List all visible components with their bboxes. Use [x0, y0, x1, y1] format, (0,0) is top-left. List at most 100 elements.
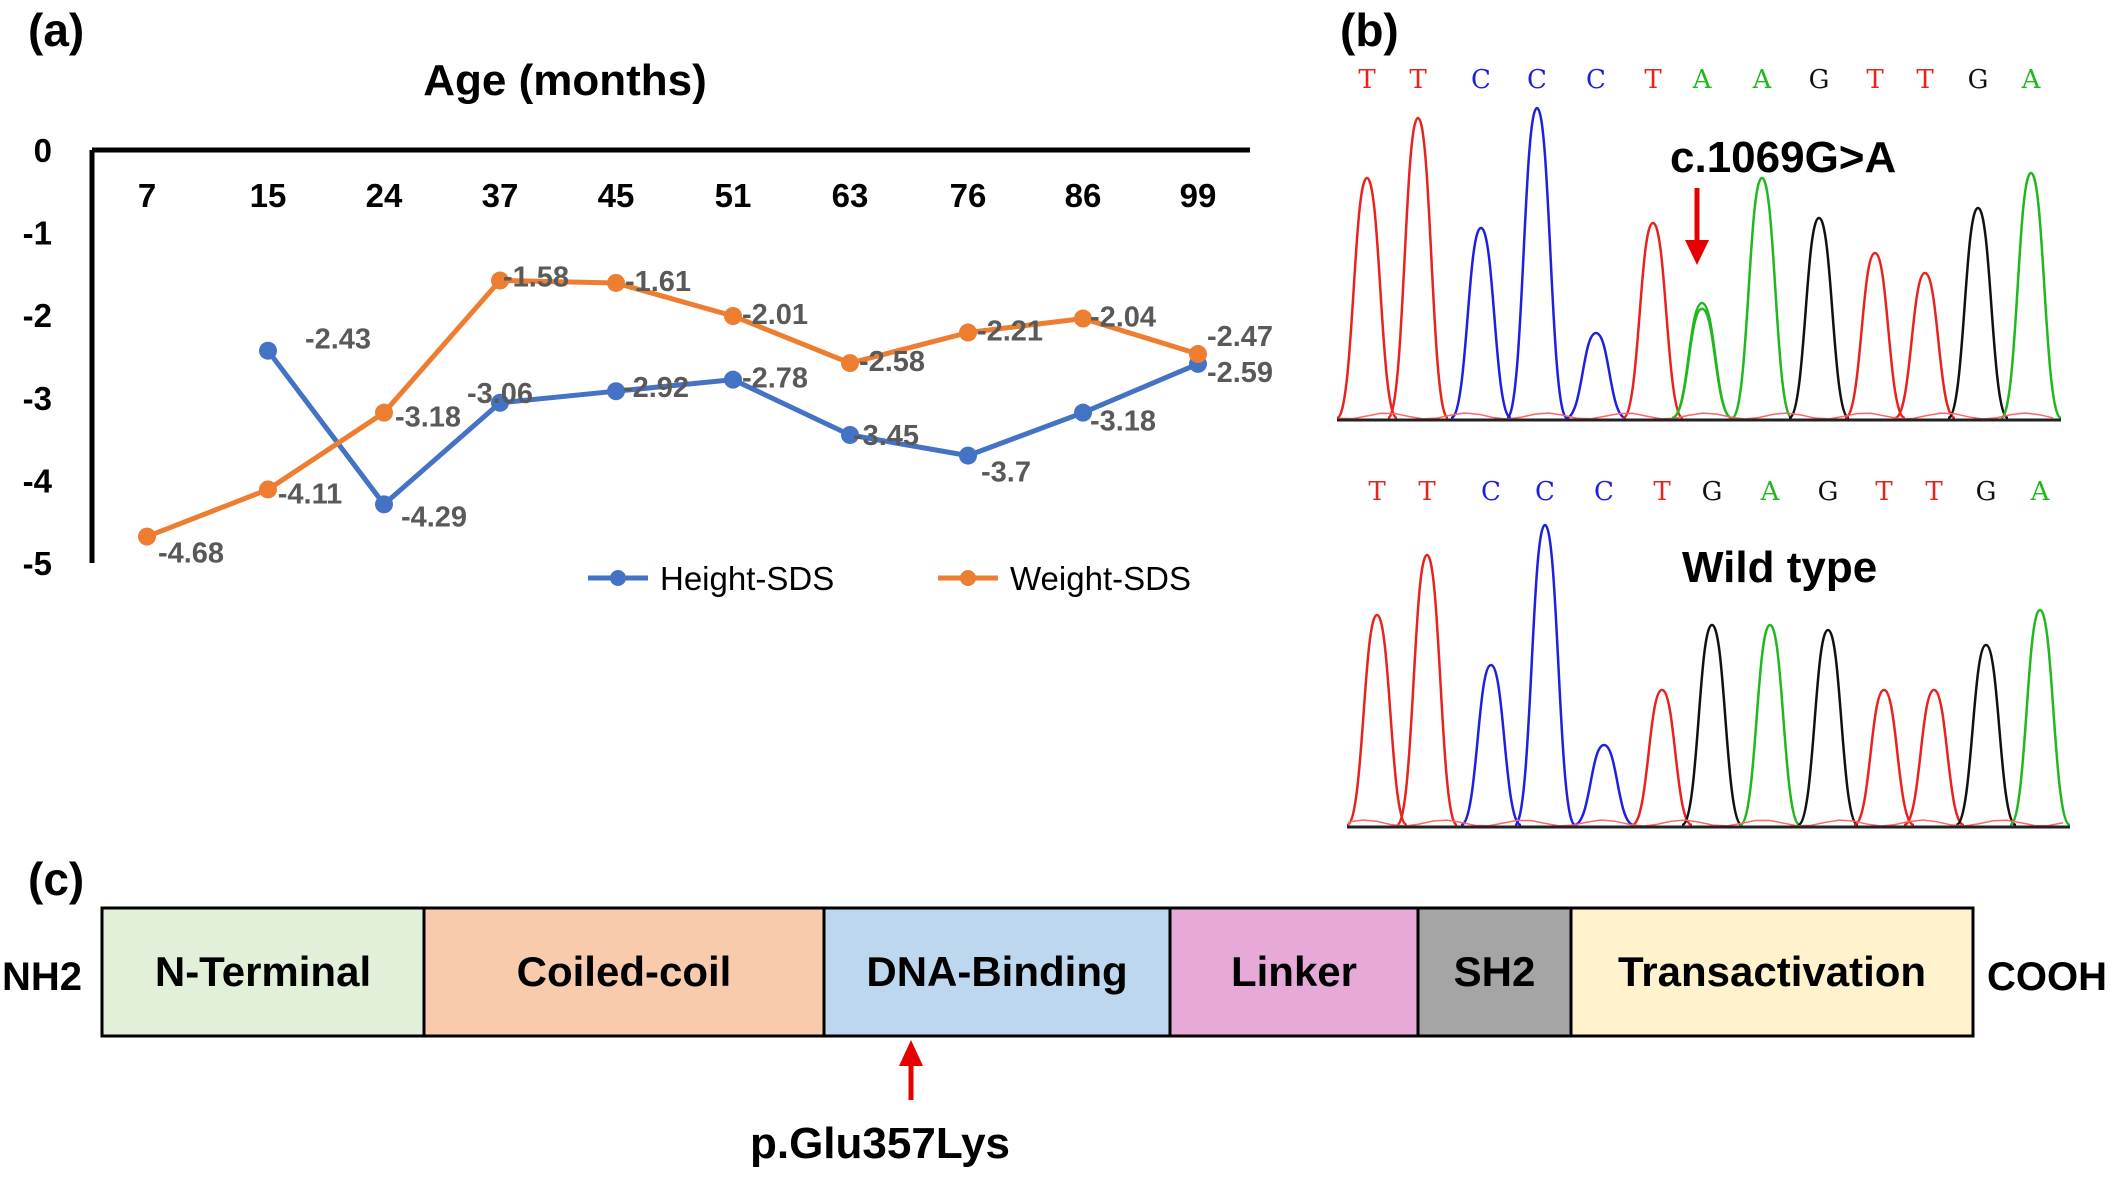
x-tick-label: 51	[715, 177, 752, 214]
base-call-letter: C	[1527, 65, 1547, 95]
trace-peak	[1999, 171, 2063, 420]
data-label: -3.06	[467, 378, 533, 410]
y-tick-label: -5	[23, 545, 52, 582]
data-label: -3.18	[1090, 406, 1156, 438]
base-call-letter: A	[1752, 65, 1773, 95]
data-point	[1189, 345, 1207, 364]
base-call-letter: T	[1358, 65, 1376, 95]
data-point	[491, 393, 509, 412]
data-label: -2.04	[1090, 302, 1156, 334]
domain-label: Transactivation	[1618, 948, 1926, 995]
domain-box	[422, 906, 826, 1038]
domain-label: Coiled-coil	[517, 948, 732, 995]
wild-type-annotation: Wild type	[1682, 543, 1877, 592]
trace-peak	[1386, 116, 1450, 420]
trace-peak	[1787, 216, 1851, 420]
base-call-letter: T	[1409, 65, 1427, 95]
data-label: -2.78	[742, 363, 808, 395]
data-point	[259, 341, 277, 360]
base-call-letter: C	[1586, 65, 1606, 95]
data-label: -4.11	[278, 478, 343, 510]
base-call-letter: G	[1809, 65, 1830, 95]
n-terminus-label: NH2	[2, 955, 82, 999]
y-tick-label: -3	[23, 380, 52, 417]
data-label: -4.29	[401, 501, 467, 533]
trace-peak	[1844, 251, 1906, 420]
data-point	[959, 323, 977, 342]
data-point	[138, 527, 156, 546]
base-call-letter: A	[1760, 477, 1781, 507]
x-tick-label: 45	[598, 177, 635, 214]
domain-label: SH2	[1454, 948, 1536, 995]
mutation-annotation: c.1069G>A	[1670, 133, 1896, 182]
trace-peak	[1460, 663, 1522, 827]
trace-peak	[2008, 608, 2072, 827]
panel-label-a: (a)	[28, 4, 84, 56]
base-call-letter: T	[1368, 477, 1386, 507]
base-call-letter: C	[1594, 477, 1614, 507]
base-call-letter: T	[1418, 477, 1436, 507]
base-call-letter: T	[1644, 65, 1662, 95]
data-label: -3.45	[853, 420, 919, 452]
x-tick-label: 7	[138, 177, 156, 214]
data-label: -2.92	[623, 372, 689, 404]
trace-peak	[1631, 688, 1693, 827]
data-point	[1074, 309, 1092, 328]
protein-mutation-label: p.Glu357Lys	[750, 1119, 1010, 1168]
x-tick-label: 37	[482, 177, 519, 214]
data-point	[607, 273, 625, 292]
trace-peak	[1505, 106, 1569, 420]
data-label: -2.01	[742, 299, 808, 331]
series-line-weight-sds	[146, 277, 1199, 539]
data-label: -3.18	[395, 402, 461, 434]
data-label: -2.21	[977, 316, 1043, 348]
trace-peak	[1955, 643, 2017, 827]
c-terminus-label: COOH	[1987, 955, 2107, 999]
base-call-letter: T	[1925, 477, 1943, 507]
legend-height-marker	[610, 570, 626, 586]
base-call-letter: C	[1471, 65, 1491, 95]
domain-box	[1416, 906, 1573, 1038]
base-call-letter: A	[2021, 65, 2042, 95]
legend-weight-marker	[960, 570, 976, 586]
trace-peak	[1894, 271, 1956, 420]
base-call-letter: G	[1818, 477, 1839, 507]
base-call-letter: G	[1976, 477, 1997, 507]
trace-peak	[1903, 688, 1965, 827]
y-tick-label: 0	[34, 132, 52, 169]
trace-peak	[1345, 613, 1409, 827]
trace-peak	[1796, 628, 1860, 827]
data-point	[959, 446, 977, 465]
data-point	[607, 382, 625, 401]
trace-peak	[1573, 743, 1635, 827]
trace-peak	[1335, 176, 1399, 420]
domain-box	[1168, 906, 1420, 1038]
mutation-site-arrow-icon	[899, 1040, 923, 1100]
base-call-letter: A	[1692, 65, 1713, 95]
chart-legend: Height-SDS Weight-SDS	[588, 560, 1191, 597]
panel-label-b: (b)	[1340, 4, 1399, 56]
data-label: -3.7	[981, 457, 1031, 489]
x-tick-label: 99	[1180, 177, 1217, 214]
trace-peak	[1565, 331, 1627, 420]
protein-domain-map: N-Terminal Coiled-coil DNA-Binding Linker SH…	[100, 906, 1975, 1038]
data-label: -2.59	[1207, 357, 1273, 389]
base-call-letter: C	[1535, 477, 1555, 507]
trace-peak	[1738, 623, 1802, 827]
domain-box	[1569, 906, 1975, 1038]
base-call-letter: T	[1653, 477, 1671, 507]
data-point	[724, 370, 742, 389]
growth-chart: 0 -1 -2 -3 -4 -5 7 15 24 37 45 51 63 76 86 99 -2.43 -4.29…	[23, 132, 1273, 582]
base-call-letter: G	[1968, 65, 1989, 95]
chart-title: Age (months)	[423, 56, 707, 105]
base-call-letter: A	[2030, 477, 2051, 507]
x-tick-label: 24	[366, 177, 403, 214]
base-call-letter: T	[1916, 65, 1934, 95]
trace-peak	[1680, 623, 1744, 827]
x-tick-label: 86	[1065, 177, 1102, 214]
data-point	[259, 480, 277, 499]
baseline-noise	[1348, 819, 2064, 827]
